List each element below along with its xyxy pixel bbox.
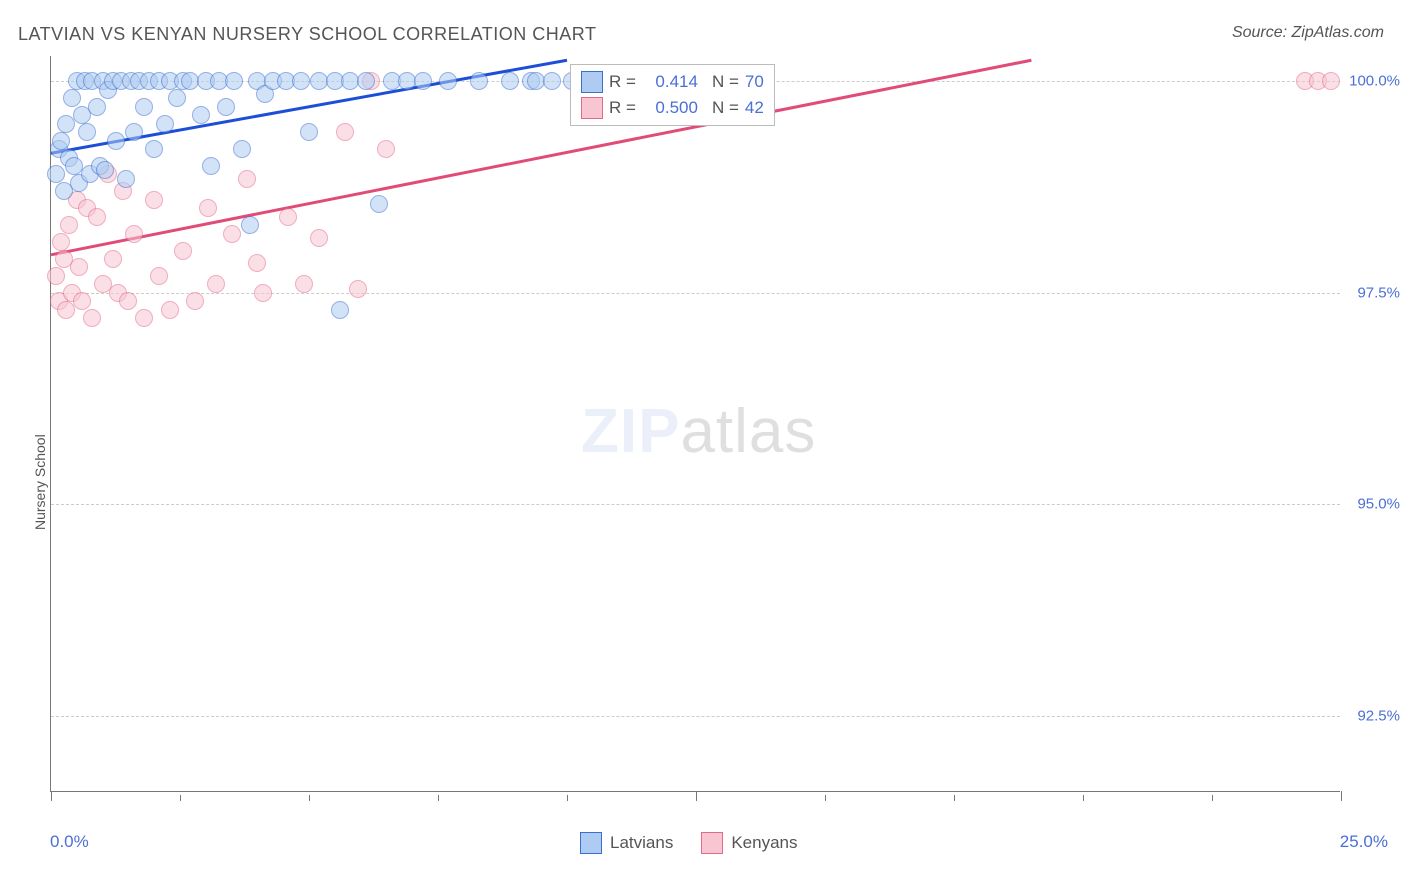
point-latvians (241, 216, 259, 234)
x-tick (51, 791, 52, 801)
x-axis-max: 25.0% (1340, 832, 1388, 852)
point-latvians (192, 106, 210, 124)
x-tick (696, 791, 697, 801)
legend-label-kenyans: Kenyans (731, 833, 797, 853)
point-latvians (96, 161, 114, 179)
point-latvians (145, 140, 163, 158)
point-latvians (202, 157, 220, 175)
legend-item-kenyans: Kenyans (701, 832, 797, 854)
source-label: Source: ZipAtlas.com (1232, 24, 1384, 42)
point-latvians (331, 301, 349, 319)
point-latvians (217, 98, 235, 116)
point-latvians (135, 98, 153, 116)
stats-row: R = 0.414 N = 70 (581, 69, 764, 95)
x-tick (825, 795, 826, 801)
stats-n-label: N = (712, 72, 739, 92)
point-latvians (414, 72, 432, 90)
x-tick (1083, 795, 1084, 801)
point-latvians (107, 132, 125, 150)
x-tick (1212, 795, 1213, 801)
stats-n-value: 70 (745, 72, 764, 92)
point-latvians (52, 132, 70, 150)
point-latvians (370, 195, 388, 213)
point-latvians (300, 123, 318, 141)
x-tick (567, 795, 568, 801)
point-latvians (439, 72, 457, 90)
point-latvians (233, 140, 251, 158)
point-latvians (543, 72, 561, 90)
chart-title: LATVIAN VS KENYAN NURSERY SCHOOL CORRELA… (18, 24, 596, 45)
x-tick (1341, 791, 1342, 801)
x-tick (954, 795, 955, 801)
x-tick (180, 795, 181, 801)
chart-container: LATVIAN VS KENYAN NURSERY SCHOOL CORRELA… (0, 0, 1406, 892)
stats-box: R = 0.414 N = 70 R = 0.500 N = 42 (570, 64, 775, 126)
x-tick (438, 795, 439, 801)
point-latvians (125, 123, 143, 141)
legend-swatch-latvians (580, 832, 602, 854)
trend-latvians (51, 56, 1341, 792)
point-latvians (88, 98, 106, 116)
point-latvians (225, 72, 243, 90)
stats-r-label: R = (609, 72, 636, 92)
x-axis-min: 0.0% (50, 832, 89, 852)
stats-r-label: R = (609, 98, 636, 118)
stats-swatch (581, 71, 603, 93)
point-latvians (156, 115, 174, 133)
stats-row: R = 0.500 N = 42 (581, 95, 764, 121)
stats-n-value: 42 (745, 98, 764, 118)
y-axis-label: Nursery School (32, 434, 48, 530)
point-latvians (47, 165, 65, 183)
y-tick-label: 92.5% (1357, 707, 1400, 724)
y-tick-label: 95.0% (1357, 496, 1400, 513)
stats-swatch (581, 97, 603, 119)
legend-swatch-kenyans (701, 832, 723, 854)
x-tick (309, 795, 310, 801)
point-latvians (501, 72, 519, 90)
y-tick-label: 100.0% (1349, 73, 1400, 90)
point-latvians (78, 123, 96, 141)
point-latvians (168, 89, 186, 107)
legend-bottom: Latvians Kenyans (580, 832, 798, 854)
plot-area: ZIPatlas 100.0%97.5%95.0%92.5% (50, 56, 1340, 792)
point-latvians (357, 72, 375, 90)
point-latvians (470, 72, 488, 90)
legend-item-latvians: Latvians (580, 832, 673, 854)
stats-n-label: N = (712, 98, 739, 118)
point-latvians (63, 89, 81, 107)
y-tick-label: 97.5% (1357, 284, 1400, 301)
point-latvians (292, 72, 310, 90)
point-latvians (117, 170, 135, 188)
legend-label-latvians: Latvians (610, 833, 673, 853)
stats-r-value: 0.500 (642, 98, 698, 118)
stats-r-value: 0.414 (642, 72, 698, 92)
